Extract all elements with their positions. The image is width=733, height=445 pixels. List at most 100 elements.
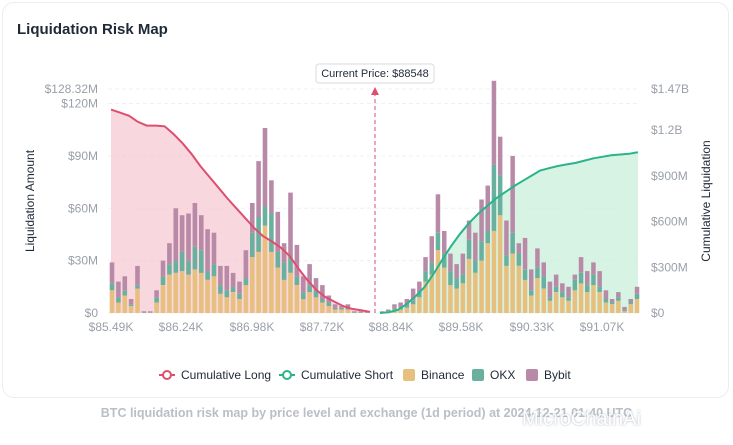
short-bar-bybit — [597, 271, 602, 287]
short-bar-okx — [585, 285, 590, 293]
short-bar-bybit — [379, 311, 385, 313]
watermark: MicroChainAi — [522, 408, 641, 430]
short-bar-bybit — [566, 286, 571, 298]
long-bar-binance — [275, 267, 281, 313]
long-bar-okx — [122, 290, 128, 296]
short-bar-bybit — [417, 281, 422, 293]
long-bar-binance — [281, 279, 287, 313]
long-bar-okx — [269, 213, 274, 252]
legend-box-swatch — [403, 369, 415, 381]
short-bar-binance — [603, 302, 609, 313]
long-bar-okx — [358, 312, 363, 313]
short-bar-bybit — [516, 243, 522, 254]
long-bar-okx — [186, 260, 191, 275]
long-bar-okx — [179, 251, 185, 272]
long-bar-okx — [256, 217, 261, 252]
short-bar-okx — [410, 300, 416, 305]
short-bar-binance — [466, 258, 472, 313]
long-bar-bybit — [122, 276, 128, 291]
cumulative-short-line — [379, 151, 639, 314]
y-axis-title: Liquidation Amount — [23, 149, 37, 252]
long-bar-binance — [109, 290, 115, 313]
short-bar-okx — [504, 255, 509, 266]
short-bar-bybit — [591, 262, 596, 275]
short-bar-bybit — [603, 290, 609, 299]
short-bar-binance — [504, 265, 509, 313]
short-bar-bybit — [634, 286, 640, 294]
short-bar-binance — [591, 285, 596, 313]
long-bar-okx — [230, 286, 236, 292]
short-bar-binance — [628, 304, 633, 313]
short-bar-bybit — [522, 237, 528, 270]
long-bar-binance — [288, 272, 293, 313]
long-bar-binance — [186, 274, 191, 313]
y2-tick-label: $900M — [651, 169, 688, 183]
long-bar-bybit — [250, 203, 255, 233]
short-bar-binance — [435, 250, 441, 313]
x-tick-label: $88.84K — [369, 320, 414, 334]
y-tick-label: $30M — [68, 254, 98, 268]
short-bar-binance — [398, 309, 403, 313]
short-bar-bybit — [442, 231, 447, 254]
short-bar-okx — [634, 293, 640, 299]
short-bar-bybit — [609, 299, 615, 303]
long-bar-bybit — [167, 243, 172, 265]
short-bar-okx — [622, 310, 627, 312]
long-bar-bybit — [358, 311, 363, 313]
long-bar-okx — [211, 264, 217, 277]
legend-label: Cumulative Short — [301, 368, 394, 382]
long-bar-bybit — [243, 250, 249, 279]
short-bar-bybit — [553, 274, 559, 287]
short-bar-okx — [485, 231, 490, 244]
long-bar-binance — [313, 297, 319, 313]
short-bar-bybit — [572, 274, 578, 280]
short-bar-binance — [541, 288, 546, 313]
short-bar-bybit — [541, 262, 546, 277]
short-bar-bybit — [616, 292, 621, 298]
short-bar-binance — [597, 292, 602, 313]
long-bar-bybit — [307, 264, 312, 285]
short-bar-okx — [597, 286, 602, 292]
long-bar-binance — [128, 306, 134, 313]
short-bar-okx — [591, 274, 596, 286]
long-bar-binance — [154, 302, 159, 313]
x-tick-label: $87.72K — [300, 320, 345, 334]
short-bar-binance — [442, 267, 447, 313]
short-bar-binance — [616, 300, 621, 313]
long-bar-bybit — [141, 311, 147, 313]
long-bar-binance — [160, 285, 166, 313]
short-bar-okx — [429, 262, 434, 275]
x-tick-label: $91.07K — [580, 320, 625, 334]
long-bar-okx — [352, 312, 357, 313]
short-bar-okx — [454, 278, 459, 289]
short-bar-binance — [578, 283, 584, 313]
y2-tick-label: $1.2B — [651, 123, 682, 137]
short-bar-bybit — [578, 257, 584, 273]
long-bar-bybit — [116, 281, 121, 298]
long-bar-binance — [224, 297, 230, 313]
short-bar-okx — [578, 272, 584, 284]
short-bar-okx — [541, 276, 546, 289]
y2-axis-title: Cumulative Liquidation — [699, 140, 713, 261]
legend-line-marker — [162, 370, 172, 380]
short-bar-binance — [634, 299, 640, 313]
short-bar-okx — [628, 302, 633, 305]
long-bar-binance — [250, 257, 255, 313]
long-bar-binance — [256, 251, 261, 313]
long-bar-bybit — [218, 265, 223, 286]
short-bar-binance — [609, 304, 615, 313]
short-bar-binance — [479, 260, 484, 313]
short-bar-bybit — [497, 136, 503, 176]
short-bar-bybit — [535, 248, 540, 268]
chart-caption: BTC liquidation risk map by price level … — [100, 406, 633, 420]
long-bar-binance — [135, 288, 140, 313]
x-tick-label: $89.58K — [439, 320, 484, 334]
long-bar-binance — [167, 274, 172, 313]
long-bar-okx — [173, 260, 179, 273]
short-bar-bybit — [466, 220, 472, 240]
short-bar-binance — [404, 307, 410, 313]
long-bar-bybit — [288, 192, 293, 258]
cumulative-long-line — [110, 108, 371, 313]
short-bar-bybit — [491, 80, 497, 165]
